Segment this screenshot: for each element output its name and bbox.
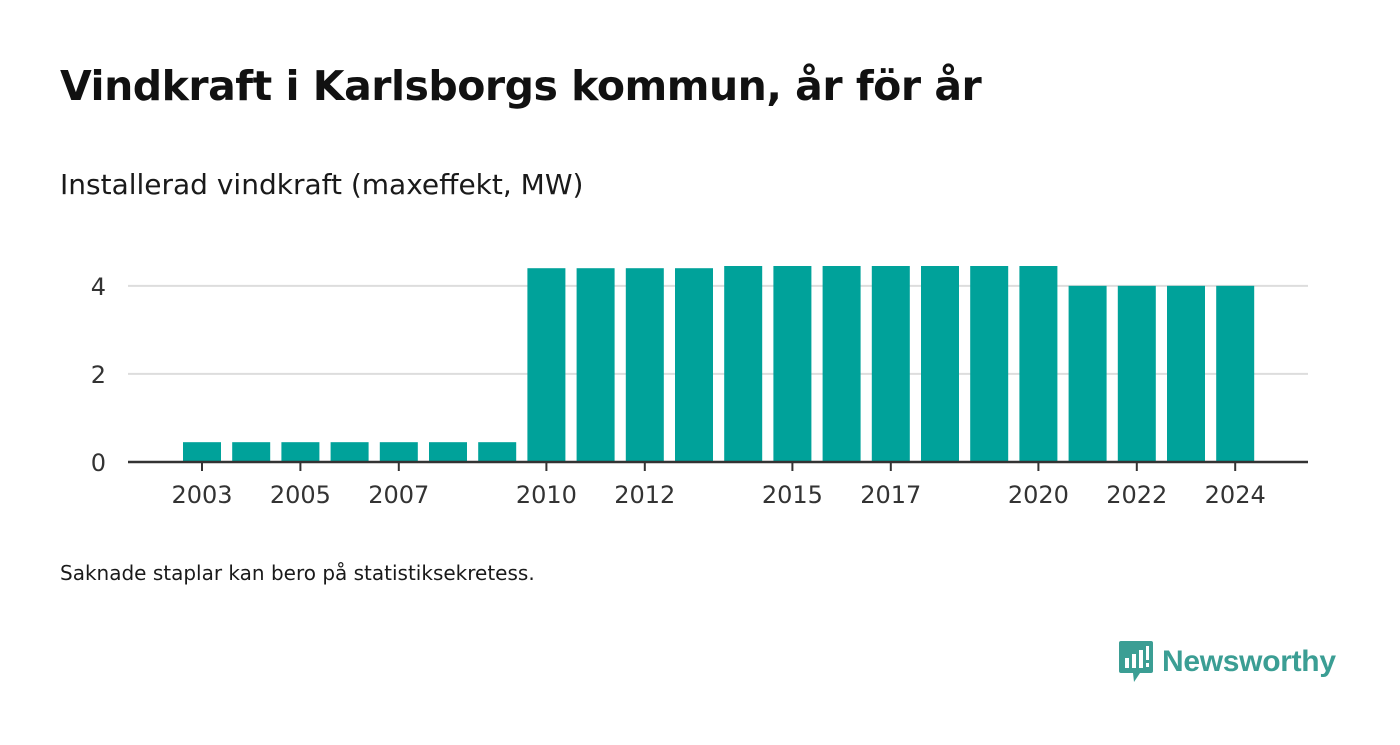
x-tick-label: 2005 <box>270 481 331 509</box>
bar-chart: 0 2 4 2003 2005 2007 2010 2012 2015 2017 2020 2022… <box>91 266 1308 509</box>
y-tick-label: 0 <box>91 449 106 477</box>
footnote: Saknade staplar kan bero på statistiksek… <box>60 561 535 585</box>
x-tick-label: 2003 <box>171 481 232 509</box>
bar-2010 <box>527 268 566 462</box>
bar-2013 <box>675 268 713 462</box>
x-tick-label: 2012 <box>614 481 675 509</box>
bar-2008 <box>429 442 467 462</box>
y-tick-label: 2 <box>91 361 106 389</box>
x-tick-label: 2010 <box>516 481 577 509</box>
bar-2009 <box>478 442 517 462</box>
chart-subtitle: Installerad vindkraft (maxeffekt, MW) <box>60 168 584 201</box>
bar-2004 <box>232 442 271 462</box>
x-tick-label: 2007 <box>368 481 429 509</box>
bar-2020 <box>1019 266 1058 462</box>
bar-2015 <box>773 266 812 462</box>
bar-2021 <box>1068 285 1107 462</box>
bar-2011 <box>576 268 615 462</box>
bar-2007 <box>379 442 418 462</box>
y-tick-labels: 0 2 4 <box>91 273 106 477</box>
x-tick-labels: 2003 2005 2007 2010 2012 2015 2017 2020 2022 2024 <box>171 481 1265 509</box>
y-tick-label: 4 <box>91 273 106 301</box>
bar-2024 <box>1216 285 1255 462</box>
x-tick-label: 2017 <box>860 481 921 509</box>
bars <box>183 266 1255 462</box>
bar-2012 <box>625 268 664 462</box>
bar-2018 <box>921 266 959 462</box>
bar-2005 <box>281 442 320 462</box>
x-tick-label: 2015 <box>762 481 823 509</box>
x-tick-label: 2020 <box>1008 481 1069 509</box>
bar-2003 <box>183 442 221 462</box>
x-axis <box>128 460 1308 471</box>
chart-title: Vindkraft i Karlsborgs kommun, år för år <box>60 62 982 110</box>
bar-2016 <box>822 266 861 462</box>
y-grid <box>128 284 1308 375</box>
x-tick-label: 2022 <box>1106 481 1167 509</box>
bar-2006 <box>330 442 369 462</box>
brand-name: Newsworthy <box>1162 645 1336 678</box>
bar-2017 <box>871 266 910 462</box>
newsworthy-logo-icon <box>1119 641 1153 682</box>
brand: Newsworthy <box>1118 640 1336 684</box>
x-tick-label: 2024 <box>1205 481 1266 509</box>
bar-2022 <box>1117 285 1156 462</box>
bar-2023 <box>1167 285 1205 462</box>
bar-2014 <box>724 266 763 462</box>
bar-2019 <box>970 266 1009 462</box>
